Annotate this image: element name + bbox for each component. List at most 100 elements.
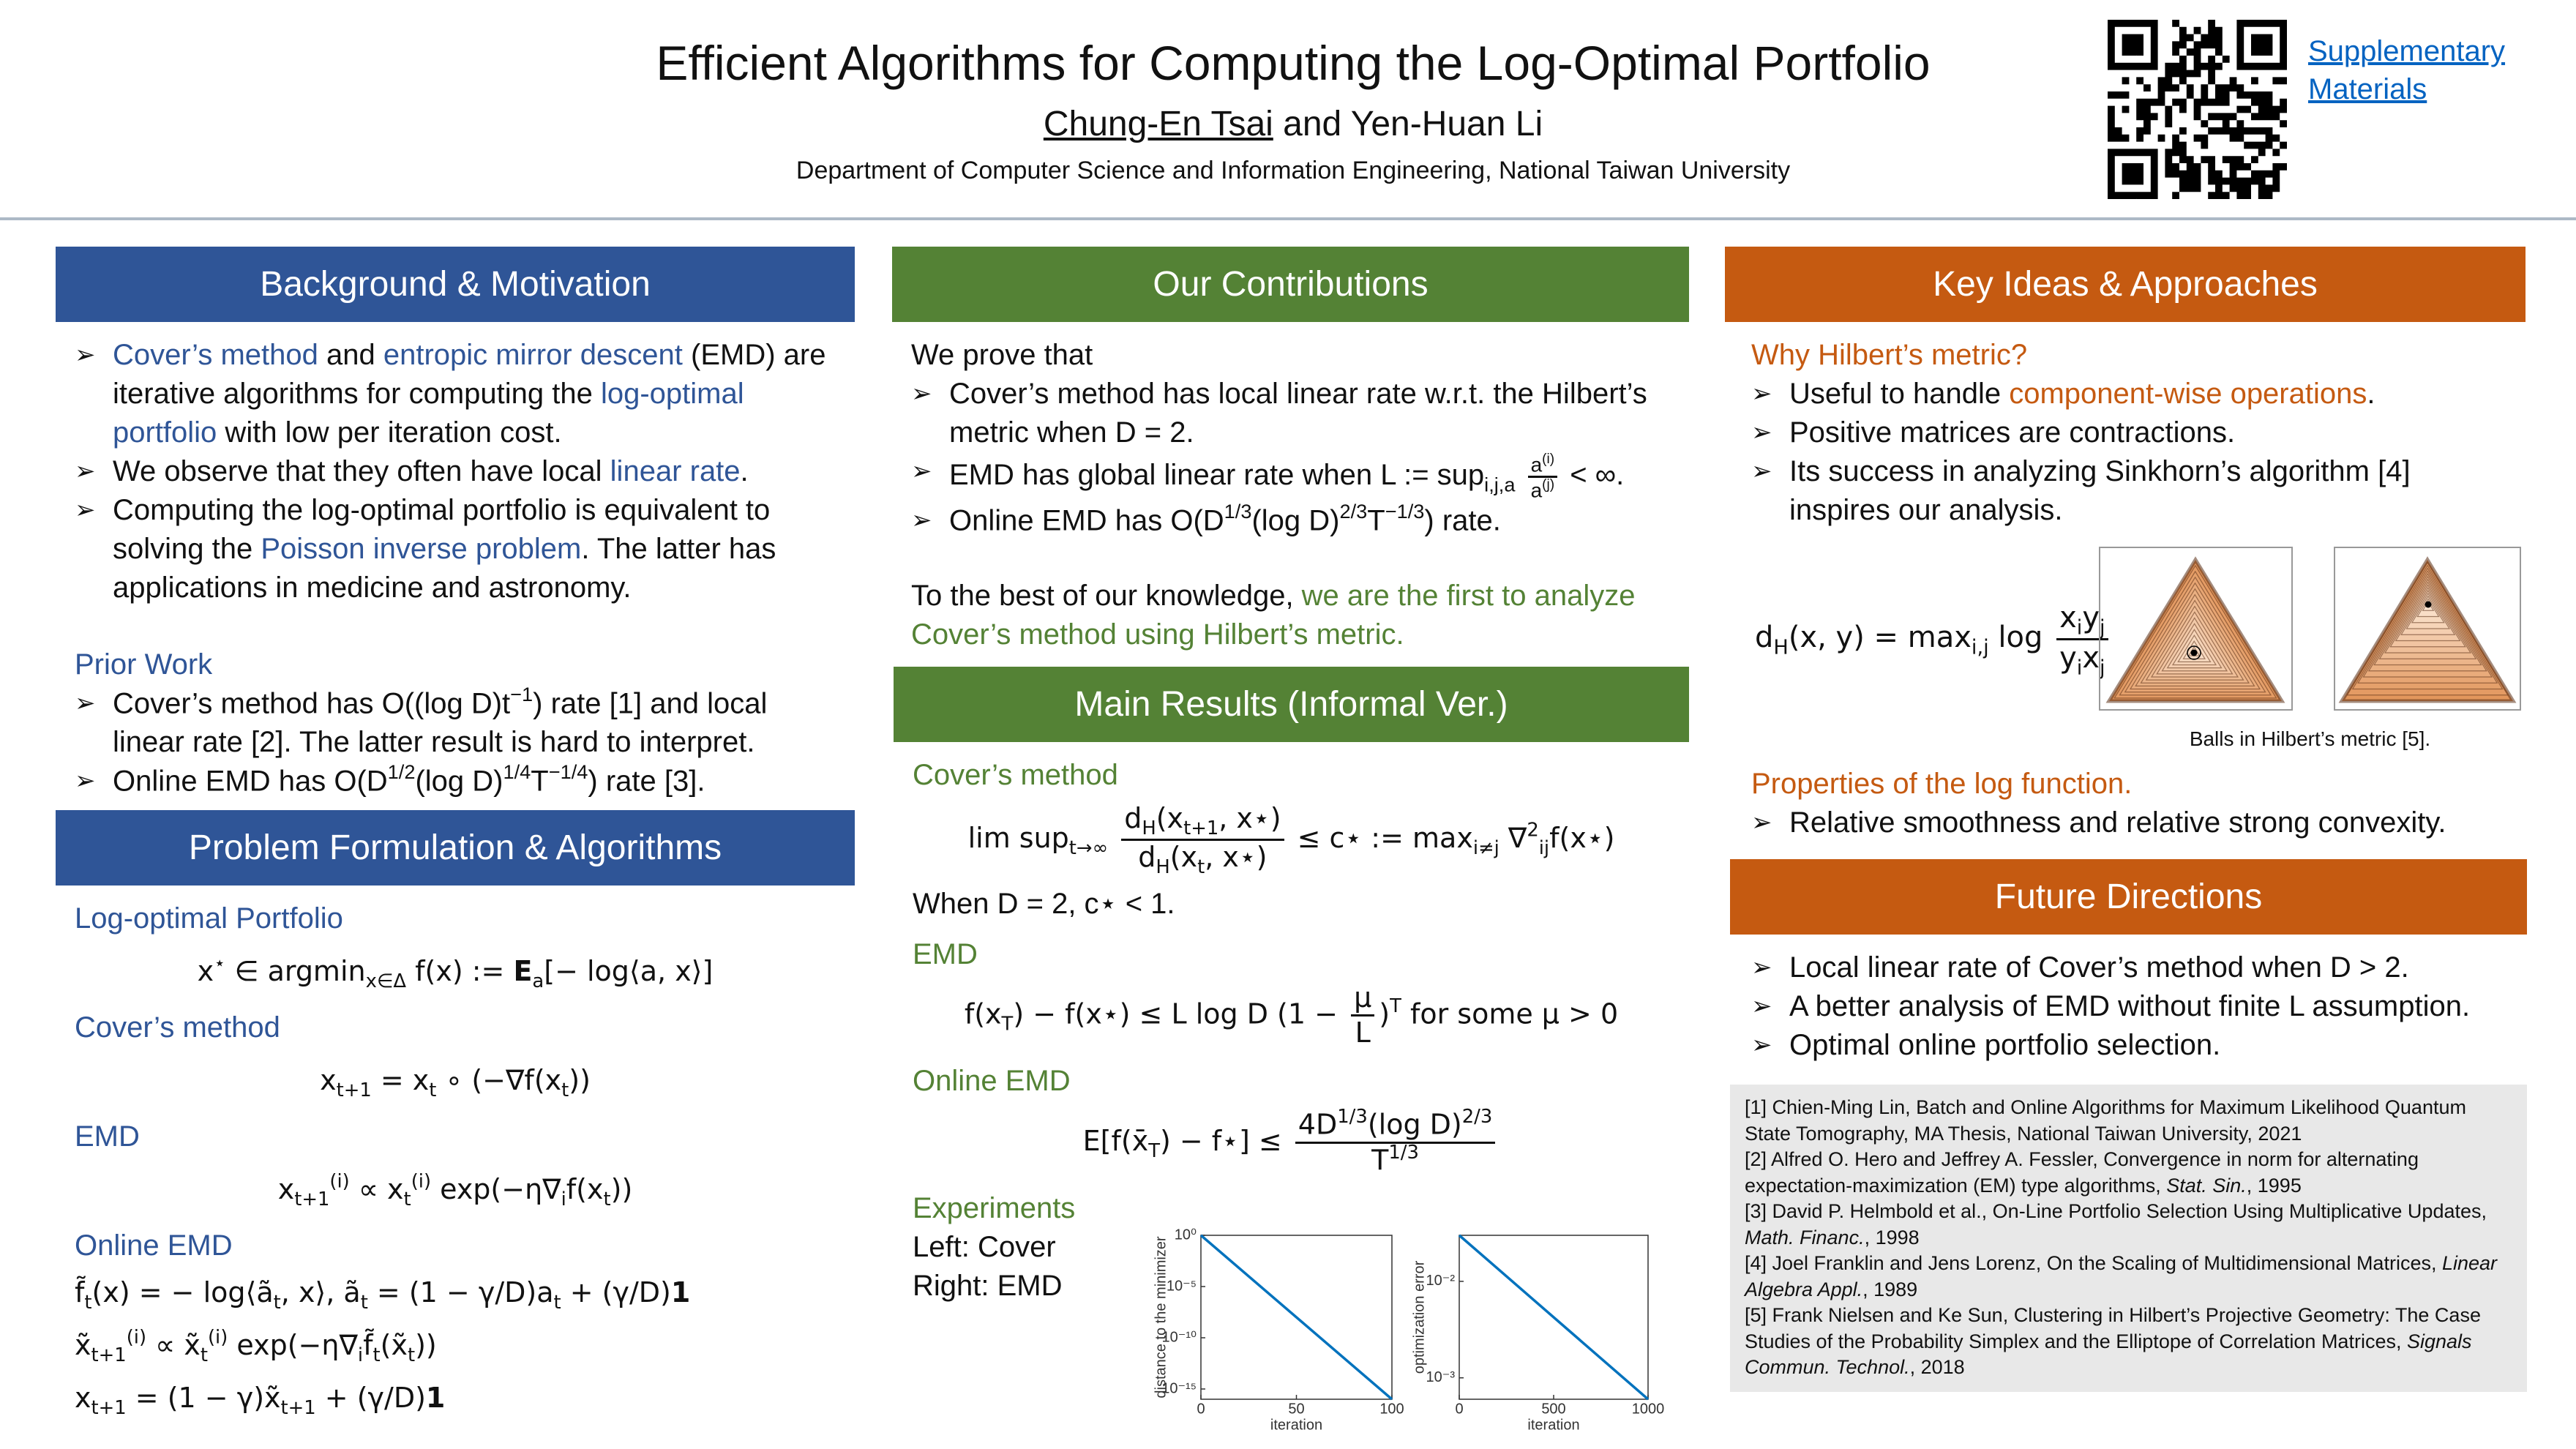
text-run: To the best of our knowledge, xyxy=(911,579,1302,612)
text-run: Online EMD has O(D xyxy=(113,765,388,798)
text-run: (log D) xyxy=(415,765,503,798)
subscript: t+1 xyxy=(336,1079,372,1102)
paragraph: When D = 2, c⋆ < 1. xyxy=(913,885,1670,924)
subheading: EMD xyxy=(75,1120,140,1153)
text-run: [4] Joel Franklin and Jens Lorenz, On th… xyxy=(1745,1252,2442,1274)
link-line[interactable]: Materials xyxy=(2308,73,2427,105)
paragraph: Right: EMD xyxy=(913,1267,1670,1306)
subscript: t xyxy=(553,1292,561,1314)
x-axis-label: iteration xyxy=(1270,1417,1322,1433)
data-line xyxy=(1199,1234,1393,1401)
affiliation: Department of Computer Science and Infor… xyxy=(795,157,1791,184)
text-run: ∇ xyxy=(1499,821,1527,854)
reference: [1] Chien-Ming Lin, Batch and Online Alg… xyxy=(1745,1095,2512,1147)
text-run: Computing the log-optimal portfolio is e… xyxy=(113,494,771,565)
y-tick-label: 10⁻¹⁵ xyxy=(1161,1380,1197,1396)
text-run: E[f(x̄ xyxy=(1082,1125,1149,1158)
text-run: f(x) := xyxy=(406,955,514,987)
text-run: We prove that xyxy=(911,339,1093,371)
text-run: we are the first to analyze Cover’s meth… xyxy=(911,579,1636,651)
text-run: (EMD) are iterative algorithms for compu… xyxy=(113,339,826,410)
section: Our Contributions We prove that Cover’s m… xyxy=(892,247,1689,654)
section-heading: Main Results (Informal Ver.) xyxy=(894,667,1689,742)
subscript: t xyxy=(407,1344,416,1367)
text-run: x xyxy=(320,1064,337,1096)
subscript: i≠j xyxy=(1472,836,1499,859)
subscript: t xyxy=(372,1344,381,1367)
text-run: μ xyxy=(1354,981,1372,1014)
subscript: t xyxy=(429,1079,437,1102)
equation: xt+1(i) ∝ xt(i) exp(−η∇if(xt)) xyxy=(75,1164,836,1215)
text-run: linear rate xyxy=(610,455,741,487)
bullet-item: Computing the log-optimal portfolio is e… xyxy=(75,491,836,607)
fraction: a(i) a(j) xyxy=(1527,452,1558,501)
text-run: d xyxy=(1124,802,1142,834)
text-run: )) xyxy=(415,1329,437,1361)
fraction: 4D1/3(log D)2/3 T1/3 xyxy=(1295,1107,1496,1177)
text-run: 1 xyxy=(425,1382,446,1414)
text-run: Linear Algebra Appl. xyxy=(1745,1252,2498,1300)
text-run: f(x⋆) xyxy=(1549,821,1615,854)
subscript: t xyxy=(273,1292,281,1314)
bullet-item: Cover’s method has local linear rate w.r… xyxy=(911,375,1670,452)
link-line[interactable]: Supplementary xyxy=(2308,35,2506,67)
text-run: with low per iteration cost. xyxy=(217,416,562,449)
section-body: Cover’s method and entropic mirror desce… xyxy=(56,322,855,801)
text-run: a xyxy=(1530,453,1543,476)
equation: x̃t+1(i) ∝ x̃t(i) exp(−η∇if̃t(x̃t)) xyxy=(75,1319,836,1371)
text-run: 1 xyxy=(670,1276,691,1308)
numerator: μ xyxy=(1351,981,1375,1017)
presenting-author: Chung-En Tsai xyxy=(1043,105,1273,143)
x-tick-label: 0 xyxy=(1455,1401,1463,1417)
equation: x⋆ ∈ argminx∈Δ f(x) := Ea[− log⟨a, x⟩] xyxy=(75,946,836,997)
section-heading: Future Directions xyxy=(1730,859,2527,935)
text-run: . xyxy=(2367,378,2375,410)
supplementary-link[interactable]: Supplementary Materials xyxy=(2308,32,2505,108)
ball-center-ring xyxy=(2187,645,2201,660)
subheading: EMD xyxy=(913,937,978,970)
subscript: t xyxy=(403,1188,411,1211)
section: Future Directions Local linear rate of C… xyxy=(1730,859,2527,1065)
text-run: , 1995 xyxy=(2246,1174,2302,1197)
text-run: T xyxy=(1371,1144,1389,1177)
text-run: T xyxy=(1367,503,1385,536)
denominator: L xyxy=(1351,1016,1374,1050)
x-tick-label: 500 xyxy=(1541,1401,1565,1417)
text-run: Optimal online portfolio selection. xyxy=(1789,1029,2221,1061)
subheading: Experiments xyxy=(913,1192,1076,1225)
section-body: Why Hilbert’s metric? Useful to handle co… xyxy=(1725,322,2526,530)
subscript: H xyxy=(1773,636,1789,659)
text-run: L xyxy=(1355,1016,1371,1049)
section-heading: Key Ideas & Approaches xyxy=(1725,247,2526,322)
subscript: i,j,a xyxy=(1484,473,1516,496)
text-run: Stat. Sin. xyxy=(2166,1174,2247,1197)
x-tick-label: 0 xyxy=(1197,1401,1205,1417)
text-run: d xyxy=(1755,621,1774,655)
bullet-item: Cover’s method and entropic mirror desce… xyxy=(75,336,836,452)
bullet-item: Relative smoothness and relative strong … xyxy=(1751,804,2506,842)
bullet-item: Optimal online portfolio selection. xyxy=(1751,1026,2508,1065)
text-run: . The latter has applications in medicin… xyxy=(113,533,776,604)
superscript: (i) xyxy=(329,1170,350,1193)
subscript: i xyxy=(357,1344,364,1367)
text-run: ) rate. xyxy=(1424,503,1501,536)
text-run: Relative smoothness and relative strong … xyxy=(1789,806,2446,839)
text-run: [2] Alfred O. Hero and Jeffrey A. Fessle… xyxy=(1745,1148,2419,1197)
text-run: f(x xyxy=(566,1173,604,1205)
text-run: ∝ x̃ xyxy=(146,1329,201,1361)
paragraph: We prove that xyxy=(911,336,1670,375)
y-tick-label: 10⁻³ xyxy=(1426,1369,1456,1385)
text-run: [3] David P. Helmbold et al., On-Line Po… xyxy=(1745,1200,2487,1222)
text-run: for some μ > 0 xyxy=(1401,997,1619,1030)
text-run: E xyxy=(513,955,533,987)
text-run: (log D) xyxy=(1367,1108,1462,1141)
hilbert-ball xyxy=(2105,556,2285,703)
bullet-item: Cover’s method has O((log D)t−1) rate [1… xyxy=(75,684,836,762)
numerator: dH(xt+1, x⋆) xyxy=(1121,802,1284,841)
text-run: ∘ (−∇f(x xyxy=(436,1064,562,1096)
text-run: Cover’s method xyxy=(113,339,318,371)
text-run: x̃ xyxy=(75,1329,91,1361)
text-run: Signals Commun. Technol. xyxy=(1745,1330,2472,1379)
section-body: Properties of the log function. Relative … xyxy=(1725,751,2526,842)
